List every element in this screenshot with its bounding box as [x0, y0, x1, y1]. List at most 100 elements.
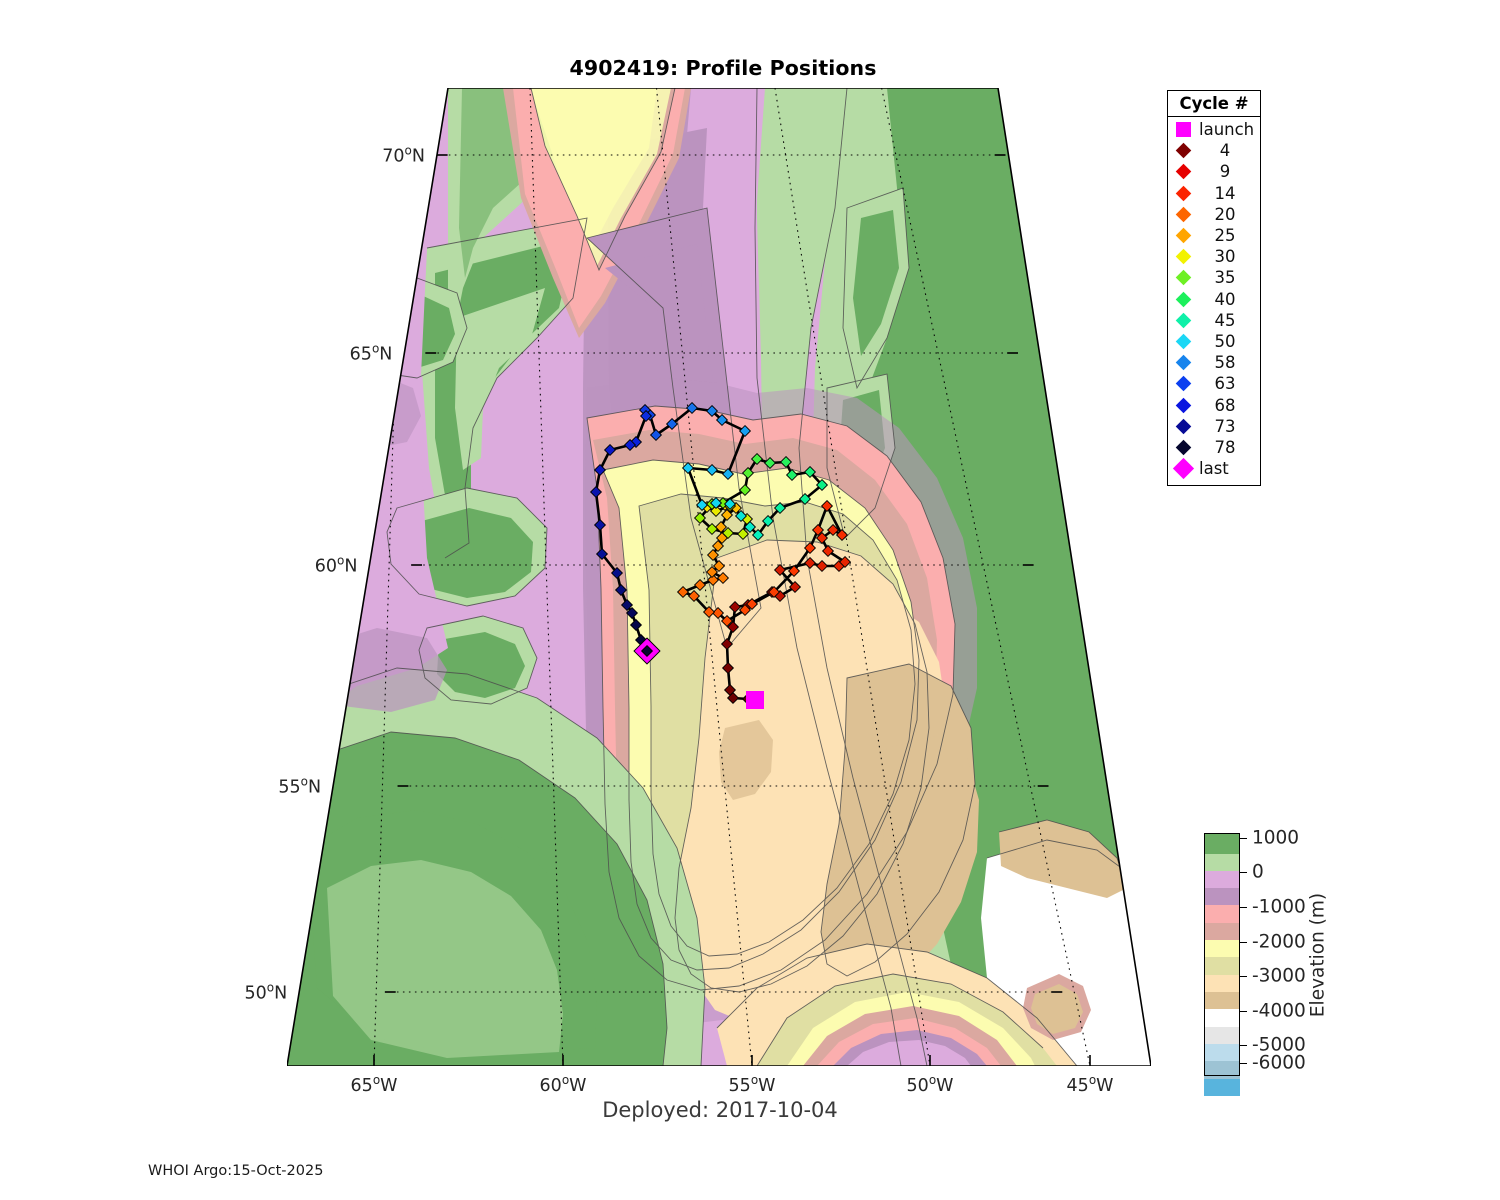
profile-marker[interactable]: [676, 585, 690, 599]
cycle-legend-row[interactable]: 58: [1168, 352, 1260, 373]
profile-marker[interactable]: [738, 603, 752, 617]
profile-marker[interactable]: [821, 544, 835, 558]
profile-marker[interactable]: [706, 573, 720, 587]
profile-marker[interactable]: [773, 501, 787, 515]
cycle-legend-row[interactable]: 50: [1168, 331, 1260, 352]
profile-marker[interactable]: [721, 467, 735, 481]
profile-marker[interactable]: [720, 508, 734, 522]
profile-marker[interactable]: [820, 499, 834, 513]
profile-marker[interactable]: [815, 531, 829, 545]
profile-marker[interactable]: [687, 589, 701, 603]
profile-marker[interactable]: [639, 409, 653, 423]
profile-marker[interactable]: [750, 452, 764, 466]
profile-marker[interactable]: [743, 520, 757, 534]
profile-marker[interactable]: [734, 509, 748, 523]
profile-marker[interactable]: [835, 528, 849, 542]
profile-marker[interactable]: [711, 606, 725, 620]
profile-marker[interactable]: [614, 583, 628, 597]
map-plot-area[interactable]: [287, 88, 1151, 1066]
profile-marker[interactable]: [741, 466, 755, 480]
profile-marker[interactable]: [773, 563, 787, 577]
profile-marker[interactable]: [620, 598, 634, 612]
profile-marker[interactable]: [815, 559, 829, 573]
profile-position-markers[interactable]: [589, 401, 852, 709]
cycle-legend-row[interactable]: 40: [1168, 289, 1260, 310]
profile-marker[interactable]: [738, 424, 752, 438]
profile-marker[interactable]: [705, 522, 719, 536]
profile-marker[interactable]: [716, 571, 730, 585]
profile-marker[interactable]: [693, 511, 707, 525]
cycle-legend-row[interactable]: 68: [1168, 394, 1260, 415]
profile-marker[interactable]: [665, 417, 679, 431]
profile-marker[interactable]: [723, 683, 737, 697]
profile-marker[interactable]: [603, 443, 617, 457]
profile-marker[interactable]: [629, 618, 643, 632]
profile-marker[interactable]: [681, 461, 695, 475]
profile-marker[interactable]: [702, 605, 716, 619]
profile-marker[interactable]: [726, 691, 740, 705]
profile-marker[interactable]: [720, 637, 734, 651]
profile-marker[interactable]: [720, 614, 734, 628]
profile-marker[interactable]: [629, 435, 643, 449]
profile-marker[interactable]: [695, 498, 709, 512]
profile-marker[interactable]: [610, 566, 624, 580]
profile-marker[interactable]: [798, 492, 812, 506]
cycle-legend-row[interactable]: 25: [1168, 225, 1260, 246]
cycle-legend-row[interactable]: 63: [1168, 373, 1260, 394]
profile-marker[interactable]: [761, 514, 775, 528]
cycle-legend-row[interactable]: 9: [1168, 161, 1260, 182]
profile-marker[interactable]: [593, 518, 607, 532]
cycle-legend-row[interactable]: 35: [1168, 267, 1260, 288]
cycle-legend-row[interactable]: 45: [1168, 310, 1260, 331]
profile-marker[interactable]: [767, 585, 781, 599]
profile-marker[interactable]: [736, 527, 750, 541]
profile-marker[interactable]: [595, 547, 609, 561]
profile-marker[interactable]: [589, 485, 603, 499]
profile-marker[interactable]: [723, 497, 737, 511]
profile-marker[interactable]: [811, 523, 825, 537]
profile-marker[interactable]: [705, 404, 719, 418]
profile-marker[interactable]: [803, 541, 817, 555]
profile-marker[interactable]: [705, 463, 719, 477]
profile-marker[interactable]: [763, 456, 777, 470]
profile-marker[interactable]: [649, 428, 663, 442]
cycle-legend[interactable]: Cycle # launch 4 9 14 20 25 30 35 40 45 50 58 63 68 73…: [1167, 90, 1261, 486]
profile-marker[interactable]: [815, 478, 829, 492]
profile-marker[interactable]: [625, 606, 639, 620]
profile-marker[interactable]: [714, 520, 728, 534]
profile-marker[interactable]: [728, 600, 742, 614]
profile-marker[interactable]: [779, 455, 793, 469]
profile-marker[interactable]: [715, 413, 729, 427]
profile-marker[interactable]: [838, 555, 852, 569]
cycle-legend-row[interactable]: 30: [1168, 246, 1260, 267]
profile-marker[interactable]: [693, 578, 707, 592]
cycle-legend-row[interactable]: 4: [1168, 140, 1260, 161]
profile-marker[interactable]: [745, 597, 759, 611]
cycle-legend-row[interactable]: last: [1168, 457, 1260, 480]
profile-marker[interactable]: [623, 438, 637, 452]
profile-marker[interactable]: [705, 565, 719, 579]
profile-marker[interactable]: [787, 564, 801, 578]
profile-marker[interactable]: [803, 465, 817, 479]
profile-marker[interactable]: [685, 401, 699, 415]
cycle-legend-row[interactable]: 14: [1168, 183, 1260, 204]
profile-marker[interactable]: [826, 523, 840, 537]
cycle-legend-row[interactable]: 20: [1168, 204, 1260, 225]
profile-marker[interactable]: [726, 620, 740, 634]
launch-marker[interactable]: [746, 691, 764, 709]
profile-marker[interactable]: [785, 468, 799, 482]
elevation-colorbar[interactable]: [1204, 833, 1240, 1096]
cycle-legend-row[interactable]: launch: [1168, 119, 1260, 140]
cycle-legend-row[interactable]: 73: [1168, 416, 1260, 437]
profile-marker[interactable]: [721, 526, 735, 540]
profile-marker[interactable]: [721, 661, 735, 675]
profile-marker[interactable]: [709, 496, 723, 510]
profile-marker[interactable]: [788, 580, 802, 594]
profile-marker[interactable]: [751, 528, 765, 542]
profile-marker[interactable]: [803, 556, 817, 570]
profile-marker[interactable]: [711, 539, 725, 553]
profile-marker[interactable]: [593, 463, 607, 477]
last-profile-marker[interactable]: [640, 644, 654, 658]
profile-marker[interactable]: [706, 548, 720, 562]
profile-marker[interactable]: [738, 483, 752, 497]
